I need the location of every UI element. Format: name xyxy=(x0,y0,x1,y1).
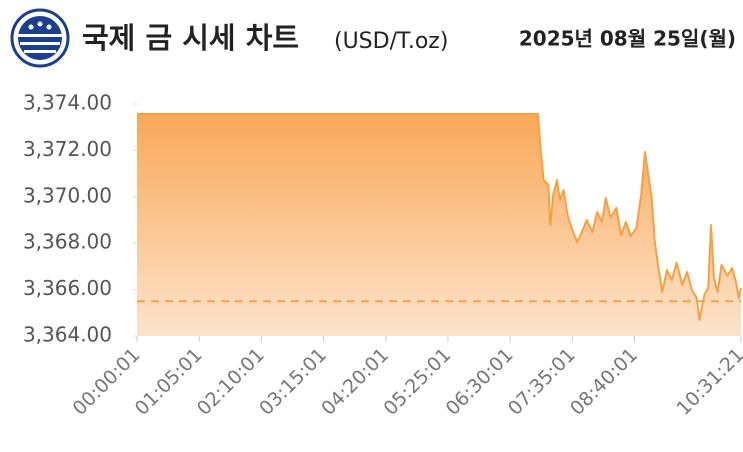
y-tick-label: 3,366.00 xyxy=(23,276,112,300)
y-tick-label: 3,368.00 xyxy=(23,230,112,254)
price-line xyxy=(137,113,742,321)
x-tick-label: 06:30:01 xyxy=(442,344,518,420)
x-tick-label: 01:05:01 xyxy=(131,344,207,420)
y-tick-label: 3,374.00 xyxy=(23,91,112,115)
x-tick-label: 03:15:01 xyxy=(255,344,331,420)
unit-label: (USD/T.oz) xyxy=(334,29,448,54)
x-tick-label: 00:00:01 xyxy=(69,344,145,420)
x-tick-label: 07:35:01 xyxy=(504,344,580,420)
date-label: 2025년 08월 25일(월) xyxy=(519,27,736,51)
y-tick-label: 3,364.00 xyxy=(23,323,112,347)
y-tick-label: 3,370.00 xyxy=(23,183,112,207)
x-tick-label: 05:25:01 xyxy=(379,344,455,420)
x-tick-label: 04:20:01 xyxy=(317,344,393,420)
logo xyxy=(10,8,70,68)
x-tick-label: 10:31:21 xyxy=(673,344,743,420)
x-tick-label: 02:10:01 xyxy=(193,344,269,420)
x-tick-label: 08:40:01 xyxy=(566,344,642,420)
area-fill xyxy=(137,114,741,336)
chart-title: 국제 금 시세 차트 xyxy=(82,21,299,55)
y-tick-label: 3,372.00 xyxy=(23,137,112,161)
